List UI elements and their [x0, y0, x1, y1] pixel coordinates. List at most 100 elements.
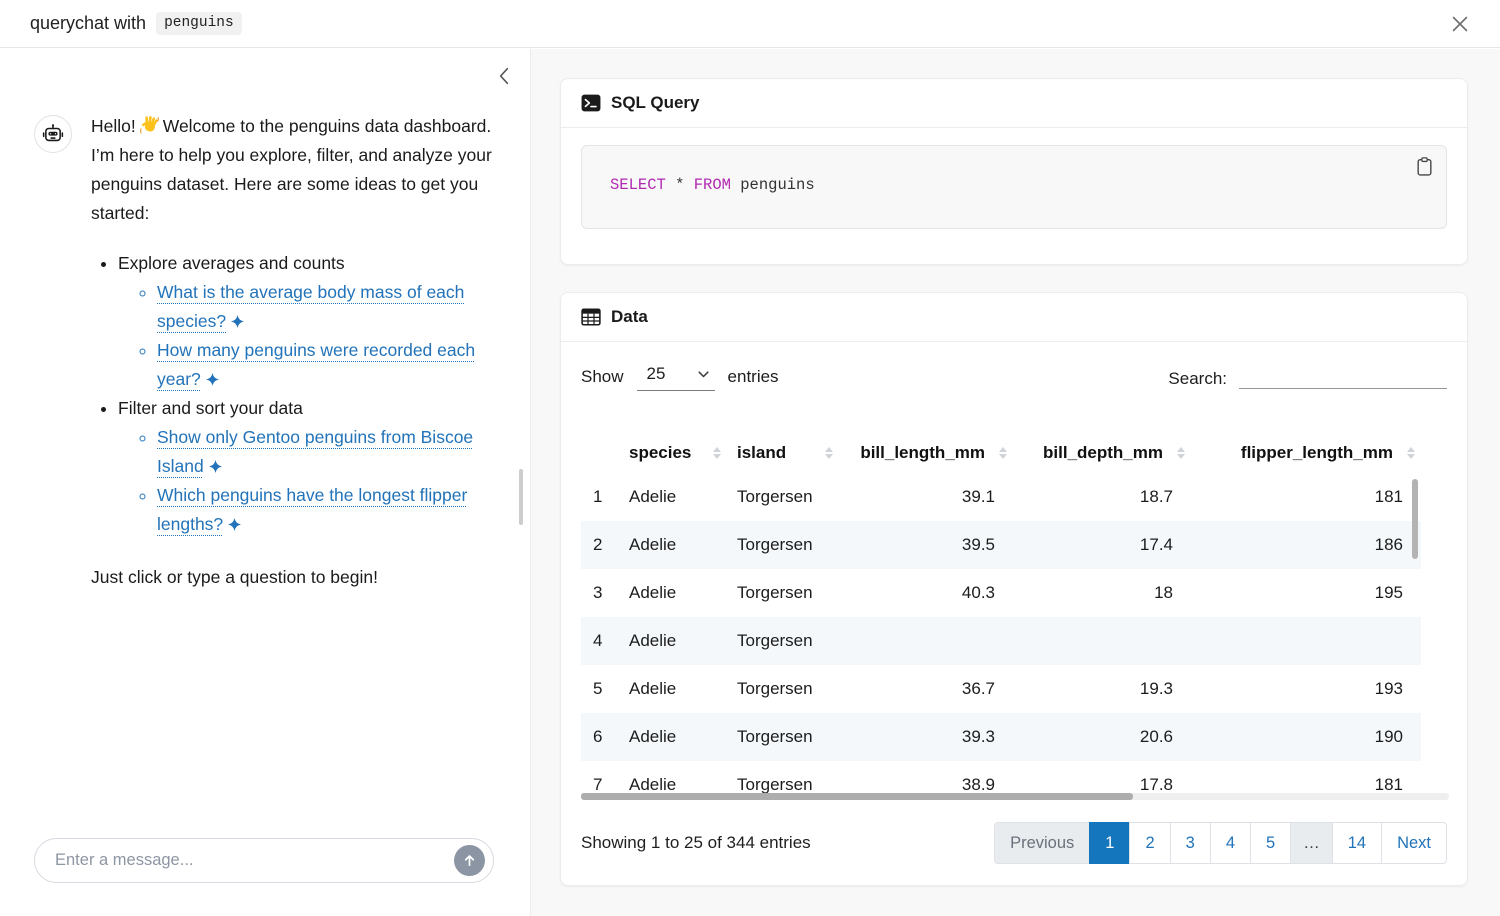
suggestion-item: Which penguins have the longest flipper … — [157, 481, 503, 539]
robot-icon — [42, 124, 64, 142]
table-footer: Showing 1 to 25 of 344 entries Previous 1… — [581, 821, 1447, 865]
data-table: species island bill_length_mm bill_depth_mm… — [581, 433, 1421, 801]
pagination-page-4[interactable]: 4 — [1209, 822, 1252, 864]
pagination-page-14[interactable]: 14 — [1331, 822, 1383, 864]
table-header-row: species island bill_length_mm bill_depth_mm… — [581, 433, 1421, 473]
page-title: querychat with penguins — [30, 12, 242, 35]
chat-scrollbar-thumb[interactable] — [519, 469, 523, 525]
pagination-page-1[interactable]: 1 — [1089, 822, 1131, 864]
horizontal-scrollbar-thumb[interactable] — [581, 793, 1133, 800]
table-cell: Adelie — [629, 631, 677, 650]
suggestion-group-label: Filter and sort your data — [118, 398, 303, 418]
dataset-chip: penguins — [156, 12, 242, 35]
table-cell: 17.4 — [1139, 535, 1173, 554]
collapse-sidebar-button[interactable] — [494, 64, 514, 91]
table-cell: 3 — [593, 583, 603, 602]
data-card-body: Show 25 entries Search: species island bil… — [561, 342, 1467, 887]
message-input-container — [34, 838, 494, 883]
row-index-header — [581, 433, 619, 473]
column-label: bill_length_mm — [860, 443, 985, 462]
sort-icon — [1177, 447, 1185, 459]
table-row: 3 Adelie Torgersen 40.3 18 195 — [581, 569, 1421, 617]
pagination-next[interactable]: Next — [1381, 822, 1447, 864]
content-panel: SQL Query SELECT * FROM penguins Data — [530, 49, 1500, 916]
column-header-bill_depth_mm[interactable]: bill_depth_mm — [1013, 433, 1191, 473]
table-cell: 4 — [593, 631, 603, 650]
sort-icon — [999, 447, 1007, 459]
column-header-species[interactable]: species — [619, 433, 727, 473]
suggestion-group: Filter and sort your data Show only Gento… — [118, 394, 503, 539]
send-button[interactable] — [454, 845, 485, 876]
table-icon — [581, 308, 601, 326]
robot-avatar — [34, 115, 72, 153]
table-controls: Show 25 entries Search: — [581, 363, 1447, 391]
chevron-down-icon — [697, 370, 709, 378]
table-row: 4 Adelie Torgersen — [581, 617, 1421, 665]
page-size-select[interactable]: 25 — [636, 363, 715, 391]
table-cell: 5 — [593, 679, 603, 698]
table-cell: 39.1 — [961, 487, 995, 506]
suggestion-item: Show only Gentoo penguins from Biscoe Is… — [157, 423, 503, 481]
table-cell: 17.8 — [1139, 775, 1173, 794]
table-cell: 39.3 — [961, 727, 995, 746]
suggestion-link[interactable]: Which penguins have the longest flipper … — [157, 485, 468, 534]
table-row: 7 Adelie Torgersen 38.9 17.8 181 — [581, 761, 1421, 801]
main-layout: Hello! Welcome to the penguins data dashb… — [0, 49, 1500, 916]
sql-code: SELECT * FROM penguins — [610, 176, 1446, 194]
sparkle-icon — [228, 518, 242, 531]
table-row: 1 Adelie Torgersen 39.1 18.7 181 — [581, 473, 1421, 521]
table-cell: 18 — [1154, 583, 1173, 602]
search-container: Search: — [1168, 365, 1447, 389]
close-icon — [1452, 16, 1468, 31]
table-cell: Torgersen — [737, 727, 813, 746]
data-card: Data Show 25 entries Search: — [560, 292, 1468, 886]
pagination-page-5[interactable]: 5 — [1250, 822, 1292, 864]
column-label: bill_depth_mm — [1043, 443, 1163, 462]
table-cell: Adelie — [629, 775, 677, 794]
table-cell: Torgersen — [737, 631, 813, 650]
search-label: Search: — [1168, 368, 1227, 388]
greeting-after: Welcome to the penguins data dashboard. … — [91, 116, 492, 223]
close-button[interactable] — [1446, 10, 1474, 38]
pagination: Previous 1 2 3 4 5… 14 Next — [994, 822, 1447, 864]
sql-query-card: SQL Query SELECT * FROM penguins — [560, 78, 1468, 265]
column-header-flipper_length_mm[interactable]: flipper_length_mm — [1191, 433, 1421, 473]
suggestion-link[interactable]: Show only Gentoo penguins from Biscoe Is… — [157, 427, 474, 476]
column-header-bill_length_mm[interactable]: bill_length_mm — [839, 433, 1013, 473]
vertical-scrollbar-thumb[interactable] — [1412, 479, 1418, 559]
horizontal-scrollbar-track — [581, 793, 1449, 800]
table-cell: Adelie — [629, 487, 677, 506]
table-cell: 6 — [593, 727, 603, 746]
sql-card-body: SELECT * FROM penguins — [561, 145, 1467, 229]
table-cell — [839, 617, 1013, 665]
closing-text: Just click or type a question to begin! — [91, 567, 378, 587]
topbar: querychat with penguins — [0, 0, 1500, 48]
sql-token: * — [665, 176, 694, 194]
pagination-page-3[interactable]: 3 — [1169, 822, 1211, 864]
table-cell: 39.5 — [961, 535, 995, 554]
table-cell: 19.3 — [1139, 679, 1173, 698]
table-cell: 18.7 — [1139, 487, 1173, 506]
suggestion-link[interactable]: What is the average body mass of each sp… — [157, 282, 465, 331]
wave-emoji-icon — [139, 116, 159, 134]
table-cell: Torgersen — [737, 487, 813, 506]
table-cell: 40.3 — [961, 583, 995, 602]
column-header-island[interactable]: island — [727, 433, 839, 473]
message-input[interactable] — [55, 851, 454, 870]
sort-icon — [713, 447, 721, 459]
greeting-text: Hello! Welcome to the penguins data dashb… — [91, 112, 503, 228]
search-input[interactable] — [1239, 365, 1447, 389]
data-card-header: Data — [561, 293, 1467, 342]
terminal-icon — [581, 94, 601, 112]
suggestion-sublist: What is the average body mass of each sp… — [118, 278, 503, 394]
copy-button[interactable] — [1414, 155, 1435, 181]
table-cell: 181 — [1374, 775, 1403, 794]
table-cell: 7 — [593, 775, 603, 794]
table-cell: Adelie — [629, 727, 677, 746]
suggestion-link[interactable]: How many penguins were recorded each yea… — [157, 340, 476, 389]
suggestion-group-label: Explore averages and counts — [118, 253, 345, 273]
sparkle-icon — [231, 315, 245, 328]
pagination-page-2[interactable]: 2 — [1129, 822, 1171, 864]
sort-icon — [825, 447, 833, 459]
